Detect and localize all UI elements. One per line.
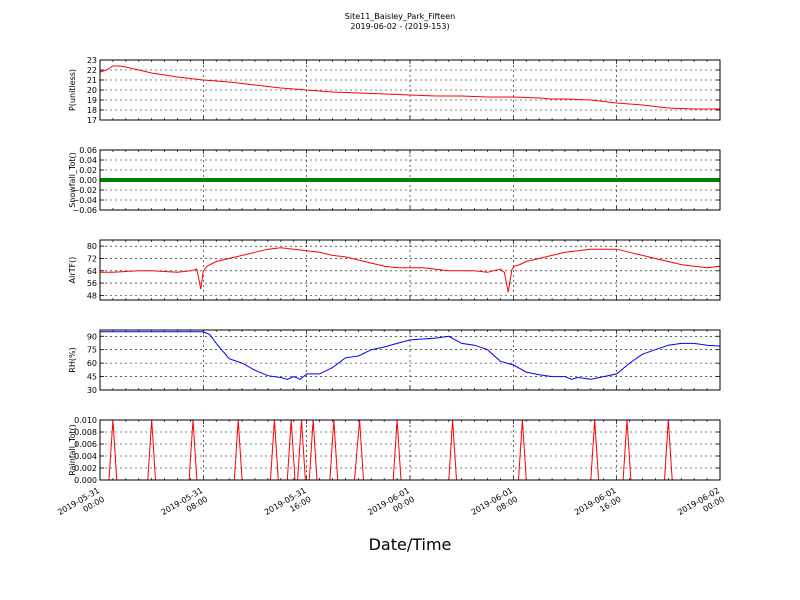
rh-ytick-label: 90 [87,332,97,341]
chart-subtitle: 2019-06-02 - (2019-153) [350,22,449,31]
p-ytick-label: 18 [87,106,97,115]
snowfall-axes-frame [99,149,721,211]
panel-rainfall: 0.000 0.002 0.004 0.006 0.008 0.010Rainfall_T… [68,416,721,485]
x-tick-label: 2019-06-0116:00 [573,486,623,526]
rainfall-ytick-label: 0.006 [74,440,97,449]
x-tick-label: 2019-06-0100:00 [366,486,416,526]
airtf-ytick-label: 80 [87,242,97,251]
rainfall-ytick-label: 0.010 [74,416,97,425]
x-tick-label: 2019-05-3116:00 [263,486,313,526]
p-series-line [99,65,720,110]
airtf-y-axis-label: AirTF() [68,257,77,284]
snowfall-ytick-label: 0.04 [79,156,97,165]
rh-ytick-label: 30 [87,386,97,395]
x-tick-label: 2019-05-3100:00 [56,486,106,526]
airtf-ytick-label: 56 [87,279,97,288]
rh-ytick-label: 60 [87,359,97,368]
panel-rh: 30 45 60 75 90 RH(%) [68,329,721,395]
p-ytick-label: 17 [87,116,97,125]
rh-ytick-label: 75 [87,346,97,355]
x-tick-label: 2019-06-0108:00 [470,486,520,526]
snowfall-ytick-label: 0.06 [79,146,97,155]
rainfall-ytick-label: 0.002 [74,464,97,473]
p-y-axis-label: P(unitless) [68,69,77,111]
rainfall-ytick-label: 0.000 [74,476,97,485]
snowfall-ytick-label: 0.00 [79,176,97,185]
x-axis-title: Date/Time [369,535,452,554]
rainfall-y-axis-label: Rainfall_Tot() [68,424,77,476]
p-ytick-label: 21 [87,76,97,85]
airtf-ytick-label: 64 [87,267,97,276]
rh-axes-frame [99,329,721,391]
snowfall-ytick-label: 0.02 [79,166,97,175]
airtf-axes-frame [99,239,721,301]
snowfall-y-axis-label: Snowfall_Tot() [68,152,77,208]
x-tick-label: 2019-06-0200:00 [676,486,726,526]
snowfall-ytick-label: −0.06 [72,206,97,215]
x-tick-labels: 2019-05-3100:00 2019-05-3108:00 2019-05-31… [56,486,726,526]
p-ytick-label: 23 [87,56,97,65]
panel-airtf: 48 56 64 72 80 AirTF() [68,239,721,301]
airtf-ytick-label: 48 [87,291,97,300]
airtf-series-line [100,247,721,293]
x-tick-label: 2019-05-3108:00 [160,486,210,526]
chart-title: Site11_Baisley_Park_Fifteen [345,12,455,21]
snowfall-ytick-label: −0.02 [72,186,97,195]
p-ytick-label: 22 [87,66,97,75]
airtf-ytick-label: 72 [87,254,97,263]
rainfall-axes-frame [99,419,721,481]
rh-series-line [100,331,721,380]
p-ytick-label: 20 [87,86,97,95]
snowfall-ytick-label: −0.04 [72,196,97,205]
rainfall-ytick-label: 0.008 [74,428,97,437]
p-axes-frame [99,59,721,121]
rainfall-ytick-label: 0.004 [74,452,97,461]
p-ytick-label: 19 [87,96,97,105]
rh-y-axis-label: RH(%) [68,347,77,372]
panel-snowfall: −0.06−0.04−0.020.000.020.040.06Snowfall_… [68,146,721,215]
rh-ytick-label: 45 [87,373,97,382]
